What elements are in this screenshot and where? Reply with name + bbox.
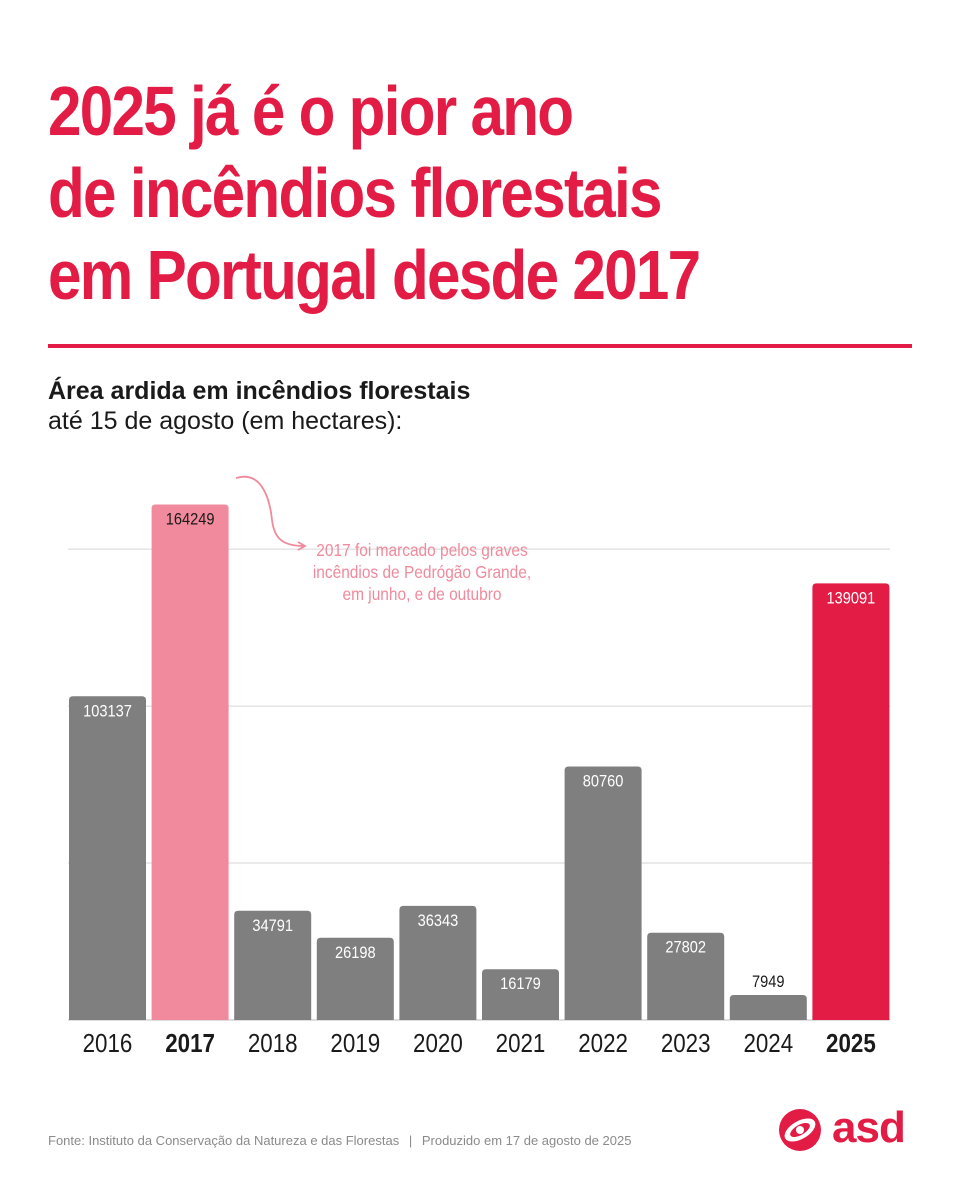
data-label-2024: 7949 — [752, 973, 785, 991]
subtitle-bold: Área ardida em incêndios florestais — [48, 377, 471, 405]
bar-2025 — [812, 583, 890, 1020]
x-tick-2021: 2021 — [496, 1029, 546, 1058]
annotation-text: 2017 foi marcado pelos graves incêndios d… — [313, 540, 531, 604]
data-label-2019: 26198 — [335, 944, 376, 962]
chart-subtitle: Área ardida em incêndios florestais até … — [48, 376, 470, 436]
annotation-line-0: 2017 foi marcado pelos graves — [316, 540, 527, 560]
data-label-2020: 36343 — [418, 912, 459, 930]
x-tick-2020: 2020 — [413, 1029, 463, 1058]
x-tick-2023: 2023 — [661, 1029, 711, 1058]
data-label-2018: 34791 — [252, 917, 293, 935]
data-label-2025: 139091 — [827, 589, 876, 607]
bar-2019 — [316, 937, 394, 1020]
subtitle-light: até 15 de agosto (em hectares): — [48, 407, 403, 435]
x-tick-2018: 2018 — [248, 1029, 298, 1058]
x-tick-2017: 2017 — [165, 1029, 215, 1058]
bar-2023 — [647, 932, 725, 1020]
title-line-3: em Portugal desde 2017 — [48, 236, 701, 314]
bar-2016 — [69, 696, 146, 1020]
footer-source: Fonte: Instituto da Conservação da Natur… — [48, 1133, 400, 1148]
bar-2020 — [399, 905, 477, 1020]
x-tick-2016: 2016 — [83, 1029, 133, 1058]
annotation-arrow — [235, 475, 307, 551]
annotation-line-1: incêndios de Pedrógão Grande, — [313, 562, 531, 582]
data-label-2016: 103137 — [83, 702, 132, 720]
data-label-2021: 16179 — [500, 975, 541, 993]
x-tick-2022: 2022 — [578, 1029, 628, 1058]
bar-2017 — [151, 504, 229, 1020]
data-label-2023: 27802 — [665, 939, 706, 957]
title-line-2: de incêndios florestais — [48, 154, 663, 232]
bar-2018 — [234, 910, 312, 1020]
bar-2021 — [482, 969, 559, 1020]
asd-logo-icon — [779, 1109, 821, 1151]
title-divider — [48, 344, 912, 348]
bar-2022 — [564, 766, 642, 1020]
x-tick-2019: 2019 — [330, 1029, 380, 1058]
bar-chart: 103137 2016 164249 2017 34791 2018 26198 2019 36… — [68, 475, 890, 1058]
annotation-line-2: em junho, e de outubro — [342, 584, 501, 604]
title-line-1: 2025 já é o pior ano — [48, 72, 574, 150]
page-title: 2025 já é o pior ano de incêndios flores… — [48, 70, 805, 316]
asd-logo: asd — [774, 1103, 914, 1155]
data-label-2022: 80760 — [583, 773, 624, 791]
bar-2024 — [729, 995, 807, 1020]
footer-separator: | — [408, 1133, 413, 1148]
logo-text: asd — [832, 1103, 906, 1152]
footer: Fonte: Instituto da Conservação da Natur… — [48, 1133, 631, 1148]
x-tick-2024: 2024 — [743, 1029, 793, 1058]
x-tick-2025: 2025 — [826, 1029, 876, 1058]
footer-produced: Produzido em 17 de agosto de 2025 — [421, 1133, 632, 1148]
data-label-2017: 164249 — [166, 511, 215, 529]
